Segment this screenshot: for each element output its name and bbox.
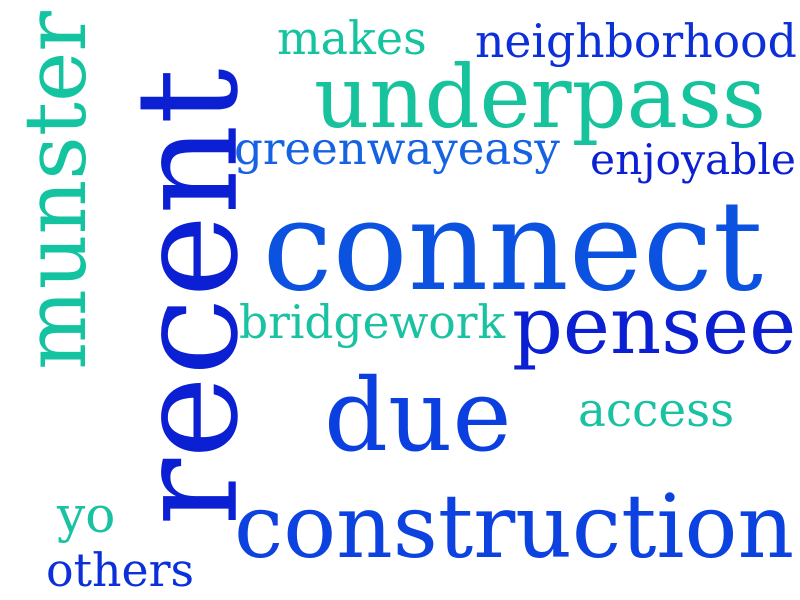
word-recent: recent <box>106 68 270 526</box>
word-greenwayeasy: greenwayeasy <box>234 121 560 175</box>
word-neighborhood: neighborhood <box>475 15 797 68</box>
word-access: access <box>578 383 735 438</box>
word-others: others <box>46 543 195 597</box>
word-bridgework: bridgework <box>239 295 506 349</box>
word-yo: yo <box>57 486 116 544</box>
word-pensee: pensee <box>512 279 797 372</box>
word-construction: construction <box>234 475 795 578</box>
word-due: due <box>324 357 512 474</box>
word-munster: munster <box>6 10 106 370</box>
word-underpass: underpass <box>314 48 767 148</box>
word-connect: connect <box>262 173 764 319</box>
word-enjoyable: enjoyable <box>590 135 796 184</box>
word-makes: makes <box>277 11 427 65</box>
